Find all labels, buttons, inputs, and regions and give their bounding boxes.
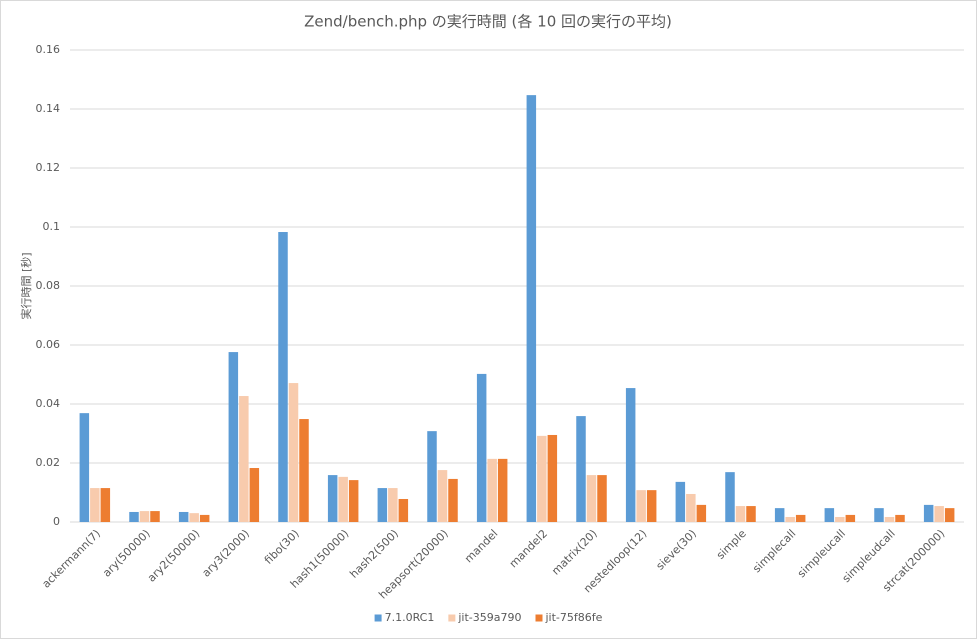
bar: [725, 472, 735, 522]
legend-marker: [535, 614, 543, 622]
bar: [497, 458, 508, 522]
y-tick-label: 0.12: [36, 161, 61, 174]
bar: [824, 508, 835, 522]
bar: [228, 352, 239, 522]
bar: [696, 504, 707, 522]
bar: [537, 435, 547, 522]
y-tick-label: 0.02: [36, 456, 61, 469]
bar: [785, 516, 795, 522]
bar: [884, 516, 895, 522]
bar: [597, 475, 607, 522]
bar: [686, 493, 696, 522]
bar: [348, 480, 359, 522]
bar: [774, 508, 785, 522]
bar: [100, 488, 111, 522]
bar: [398, 498, 409, 522]
bar: [189, 513, 199, 522]
bar: [377, 488, 388, 522]
bar: [448, 478, 458, 522]
bar: [129, 511, 139, 522]
bar: [576, 416, 586, 522]
bar: [139, 511, 150, 522]
bar: [178, 511, 189, 522]
bar: [338, 476, 348, 522]
bar: [835, 516, 845, 522]
bar: [547, 434, 558, 522]
y-tick-label: 0.04: [36, 397, 61, 410]
bar: [636, 490, 646, 522]
bar: [874, 508, 884, 522]
bar: [735, 506, 746, 522]
bar: [934, 506, 944, 522]
y-tick-label: 0.1: [43, 220, 61, 233]
bar: [625, 388, 636, 522]
legend-label: jit-359a790: [457, 611, 521, 624]
y-tick-label: 0.08: [36, 279, 61, 292]
bar: [845, 514, 856, 522]
bar: [327, 475, 338, 522]
bar: [437, 470, 448, 522]
bar: [646, 490, 657, 522]
bar: [746, 506, 756, 522]
bar: [388, 488, 398, 522]
bar: [288, 383, 299, 522]
bar: [586, 475, 597, 522]
bar: [299, 419, 309, 522]
bar: [923, 504, 934, 522]
bar: [675, 481, 686, 522]
bar: [278, 232, 288, 522]
chart-title: Zend/bench.php の実行時間 (各 10 回の実行の平均): [304, 13, 672, 31]
bar: [79, 413, 90, 522]
y-tick-label: 0.16: [36, 43, 61, 56]
legend-label: 7.1.0RC1: [385, 611, 435, 624]
bar: [944, 508, 955, 522]
bar: [90, 488, 100, 522]
bar: [526, 95, 537, 522]
bar: [249, 468, 260, 522]
bar: [895, 514, 905, 522]
y-tick-label: 0: [53, 515, 60, 528]
bar: [795, 514, 806, 522]
bar: [199, 514, 210, 522]
y-tick-label: 0.14: [36, 102, 61, 115]
bar: [487, 458, 497, 522]
bar: [239, 396, 249, 522]
bar: [427, 431, 437, 522]
legend-marker: [374, 614, 382, 622]
legend-label: jit-75f86fe: [545, 611, 603, 624]
y-axis-label: 実行時間 [秒]: [19, 252, 33, 319]
y-tick-label: 0.06: [36, 338, 61, 351]
bar: [476, 373, 487, 522]
bar: [150, 511, 160, 522]
legend-marker: [448, 614, 456, 622]
